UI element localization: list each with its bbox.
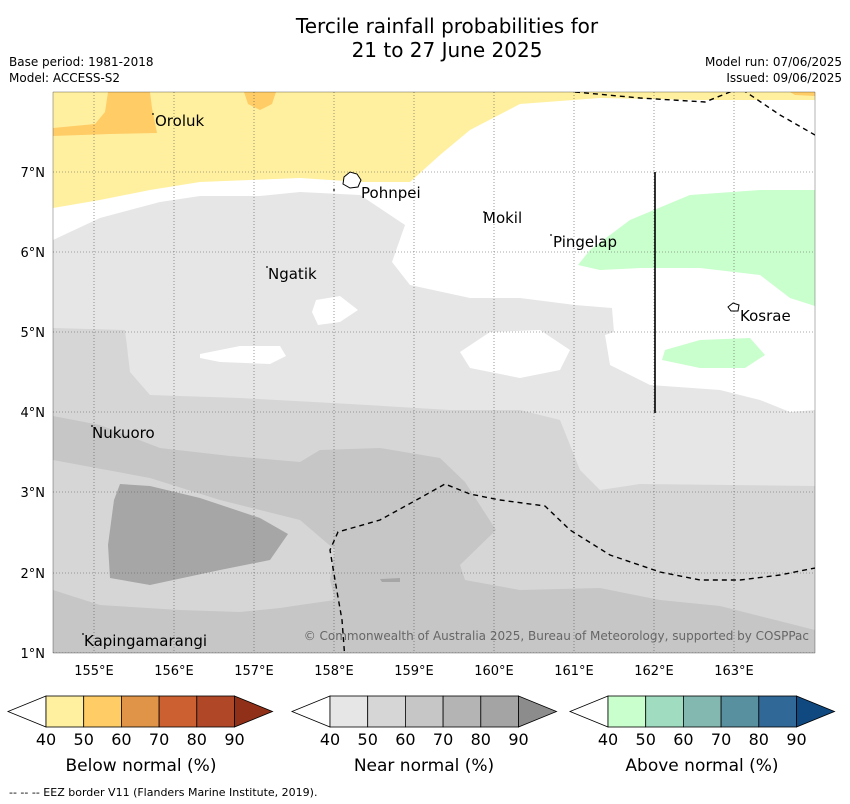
colorbar-near: 40 50 60 70 80 90 <box>290 695 558 749</box>
place-label-oroluk: Oroluk <box>155 112 204 130</box>
colorbar-tick-label: 40 <box>320 730 340 749</box>
near-normal-70-region <box>108 484 288 585</box>
lon-label-163e: 163°E <box>714 664 754 679</box>
kosrae-island <box>727 302 740 312</box>
colorbar-tick-label: 80 <box>749 730 769 749</box>
lon-label-156e: 156°E <box>154 664 194 679</box>
lon-label-162e: 162°E <box>634 664 674 679</box>
map-title-line-1: Tercile rainfall probabilities for <box>295 14 599 38</box>
place-label-nukuoro: Nukuoro <box>92 424 155 442</box>
colorbar-tick-label: 90 <box>508 730 528 749</box>
climatology-hole-2 <box>200 346 286 364</box>
colorbar-segment <box>196 695 235 728</box>
place-label-kapingamarangi: Kapingamarangi <box>84 632 207 650</box>
near-normal-70-patch <box>380 578 400 582</box>
colorbar-extend-high <box>518 695 558 728</box>
colorbar-tick-label: 70 <box>711 730 731 749</box>
colorbar-segment <box>45 695 85 728</box>
colorbar-tick-label: 60 <box>395 730 415 749</box>
lat-label-2n: 2°N <box>21 567 46 582</box>
colorbar-segment <box>645 695 684 728</box>
model-run: Model run: 07/06/2025 <box>704 55 842 69</box>
meta-right: Model run: 07/06/2025 Issued: 09/06/2025 <box>705 54 842 86</box>
colorbar-tick-label: 60 <box>673 730 693 749</box>
eez-border-south <box>329 483 815 653</box>
colorbar-label-below: Below normal (%) <box>65 756 217 776</box>
lon-label-157e: 157°E <box>234 664 274 679</box>
below-normal-50-patch <box>244 92 276 110</box>
eez-border-north <box>574 92 815 136</box>
colorbar-tick-label: 90 <box>786 730 806 749</box>
colorbar-tick-label: 80 <box>187 730 207 749</box>
colorbar-below: 40 50 60 70 80 90 <box>6 695 274 749</box>
colorbar-tick-label: 70 <box>433 730 453 749</box>
base-period: Base period: 1981-2018 <box>9 55 154 69</box>
below-normal-50-patch-east <box>790 92 815 96</box>
colorbar-segment <box>607 695 647 728</box>
place-label-ngatik: Ngatik <box>268 265 317 283</box>
place-label-mokil: Mokil <box>483 209 522 227</box>
colorbar-segment <box>480 695 519 728</box>
colorbar-label-above: Above normal (%) <box>625 756 779 776</box>
lon-label-161e: 161°E <box>554 664 594 679</box>
colorbar-segment <box>158 695 198 728</box>
lat-label-3n: 3°N <box>21 486 46 501</box>
colorbar-label-near: Near normal (%) <box>353 756 495 776</box>
colorbar-tick-label: 50 <box>74 730 94 749</box>
colorbar-extend-high <box>234 695 274 728</box>
below-normal-50-region <box>53 92 157 136</box>
colorbar-segment <box>720 695 760 728</box>
above-normal-40-region-south <box>662 338 765 368</box>
colorbar-tick-label: 70 <box>149 730 169 749</box>
forecast-map: Oroluk Pohnpei Mokil Pingelap Ngatik Kos… <box>21 91 816 679</box>
colorbar-extend-low <box>6 695 47 728</box>
colorbar-tick-label: 60 <box>111 730 131 749</box>
meta-left: Base period: 1981-2018 Model: ACCESS-S2 <box>9 54 154 86</box>
colorbar-segment <box>442 695 482 728</box>
colorbar-legend: 40 50 60 70 80 90 40 50 60 70 80 90 40 50 60 70 80 90 <box>6 695 836 749</box>
colorbar-segment <box>758 695 797 728</box>
above-normal-40-region <box>578 190 815 306</box>
lat-label-6n: 6°N <box>21 246 46 261</box>
place-label-pingelap: Pingelap <box>553 233 617 251</box>
below-normal-40-region <box>53 92 815 208</box>
lat-label-7n: 7°N <box>21 166 46 181</box>
lon-label-155e: 155°E <box>74 664 114 679</box>
atoll-markers <box>82 113 552 635</box>
colorbar-segment <box>367 695 406 728</box>
colorbar-tick-label: 50 <box>636 730 656 749</box>
model-name: Model: ACCESS-S2 <box>9 71 121 85</box>
colorbar-segment <box>329 695 369 728</box>
lon-label-159e: 159°E <box>394 664 434 679</box>
pohnpei-island <box>342 171 362 189</box>
climatology-hole-3 <box>460 330 570 378</box>
issued-date: Issued: 09/06/2025 <box>726 71 842 85</box>
colorbar-segment <box>83 695 122 728</box>
copyright-notice: © Commonwealth of Australia 2025, Bureau… <box>304 629 809 643</box>
colorbar-above: 40 50 60 70 80 90 <box>568 695 836 749</box>
colorbar-extend-low <box>568 695 609 728</box>
lat-label-1n: 1°N <box>21 647 46 662</box>
lat-label-4n: 4°N <box>21 406 46 421</box>
colorbar-tick-label: 90 <box>224 730 244 749</box>
colorbar-extend-low <box>290 695 331 728</box>
colorbar-tick-label: 40 <box>36 730 56 749</box>
lon-label-160e: 160°E <box>474 664 514 679</box>
near-normal-60-region <box>53 416 815 653</box>
colorbar-extend-high <box>796 695 836 728</box>
place-label-pohnpei: Pohnpei <box>361 184 421 202</box>
lat-label-5n: 5°N <box>21 326 46 341</box>
colorbar-segment <box>404 695 444 728</box>
lon-label-158e: 158°E <box>314 664 354 679</box>
colorbar-tick-label: 40 <box>598 730 618 749</box>
climatology-hole-1 <box>312 296 358 325</box>
colorbar-tick-label: 80 <box>471 730 491 749</box>
colorbar-segment <box>121 695 160 728</box>
colorbar-tick-label: 50 <box>358 730 378 749</box>
map-title-line-2: 21 to 27 June 2025 <box>351 38 543 62</box>
eez-footnote: -- -- -- EEZ border V11 (Flanders Marine… <box>9 786 318 799</box>
colorbar-segment <box>683 695 722 728</box>
place-label-kosrae: Kosrae <box>740 307 791 325</box>
